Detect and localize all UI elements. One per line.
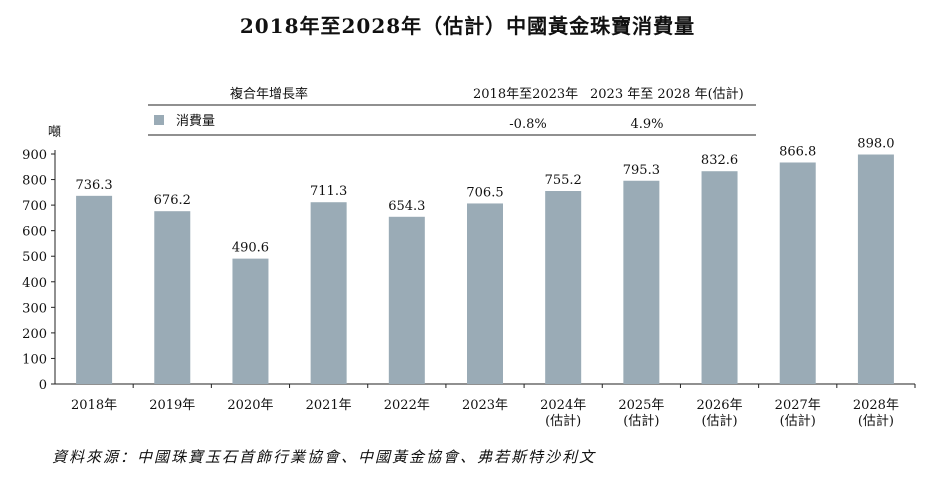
y-tick-label: 0 bbox=[39, 378, 47, 393]
x-tick-label: 2020年 bbox=[227, 398, 273, 413]
y-tick-label: 100 bbox=[22, 352, 47, 367]
data-label: 832.6 bbox=[701, 153, 738, 168]
bar bbox=[154, 211, 191, 384]
cagr-period2-label: 2023 年至 2028 年(估計) bbox=[590, 86, 744, 102]
y-tick-label: 600 bbox=[22, 225, 47, 240]
legend-swatch bbox=[154, 115, 164, 125]
cagr-period1-label: 2018年至2023年 bbox=[473, 87, 578, 102]
cagr-header-label: 複合年增長率 bbox=[230, 86, 308, 102]
x-tick-label: 2027年 bbox=[775, 398, 821, 413]
axes: 0 100 200 300 400 500 600 700 800 900 2018年 2019年 20… bbox=[22, 148, 916, 429]
y-tick-label: 300 bbox=[22, 301, 47, 316]
data-label: 490.6 bbox=[232, 241, 269, 256]
data-label: 866.8 bbox=[779, 144, 816, 159]
bar bbox=[76, 195, 113, 384]
x-tick-label: (估計) bbox=[858, 413, 894, 429]
y-tick-label: 500 bbox=[22, 250, 47, 265]
chart-title: 2018年至2028年（估計）中國黃金珠寶消費量 bbox=[239, 14, 696, 38]
y-tick-label: 400 bbox=[22, 276, 47, 291]
cagr-period1-value: -0.8% bbox=[509, 117, 546, 132]
y-axis-unit: 噸 bbox=[48, 125, 61, 140]
bar bbox=[232, 258, 269, 384]
x-tick-label: 2026年 bbox=[696, 398, 742, 413]
data-label: 898.0 bbox=[857, 137, 894, 152]
bar bbox=[388, 216, 425, 384]
x-tick-label: 2028年 bbox=[853, 398, 899, 413]
bar bbox=[779, 162, 816, 384]
bar bbox=[467, 203, 503, 384]
y-tick-label: 700 bbox=[22, 199, 47, 214]
data-label: 706.5 bbox=[466, 185, 503, 200]
bar bbox=[857, 154, 894, 384]
x-tick-label: (估計) bbox=[701, 413, 737, 429]
data-label: 795.3 bbox=[623, 163, 660, 178]
bar bbox=[545, 191, 582, 384]
x-tick-label: (估計) bbox=[623, 413, 659, 429]
y-tick-label: 200 bbox=[22, 327, 47, 342]
bar bbox=[623, 180, 660, 384]
data-label: 755.2 bbox=[545, 173, 582, 188]
data-label: 736.3 bbox=[75, 178, 112, 193]
data-label: 676.2 bbox=[154, 193, 191, 208]
bar-chart: 複合年增長率 2018年至2023年 2023 年至 2028 年(估計) 消費… bbox=[22, 86, 916, 429]
cagr-period2-value: 4.9% bbox=[630, 117, 663, 132]
x-tick-label: 2019年 bbox=[149, 398, 195, 413]
legend-label: 消費量 bbox=[176, 114, 215, 129]
source-note: 資料來源：中國珠寶玉石首飾行業協會、中國黃金協會、弗若斯特沙利文 bbox=[52, 448, 597, 466]
x-tick-label: 2024年 bbox=[540, 398, 586, 413]
x-tick-label: 2018年 bbox=[71, 398, 117, 413]
bar bbox=[701, 171, 738, 384]
x-tick-label: 2025年 bbox=[618, 398, 664, 413]
x-tick-label: (估計) bbox=[780, 413, 816, 429]
x-tick-label: (估計) bbox=[545, 413, 581, 429]
data-label: 654.3 bbox=[388, 199, 425, 214]
data-label: 711.3 bbox=[310, 184, 347, 199]
x-tick-label: 2023年 bbox=[462, 398, 508, 413]
cagr-table: 複合年增長率 2018年至2023年 2023 年至 2028 年(估計) 消費… bbox=[148, 86, 756, 136]
x-tick-label: 2021年 bbox=[306, 398, 352, 413]
bars: 736.3 676.2 490.6 711.3 654.3 706.5 755.2 795.3… bbox=[75, 137, 895, 384]
y-tick-label: 900 bbox=[22, 148, 47, 163]
y-tick-label: 800 bbox=[22, 174, 47, 189]
x-tick-label: 2022年 bbox=[384, 398, 430, 413]
bar bbox=[310, 202, 347, 384]
